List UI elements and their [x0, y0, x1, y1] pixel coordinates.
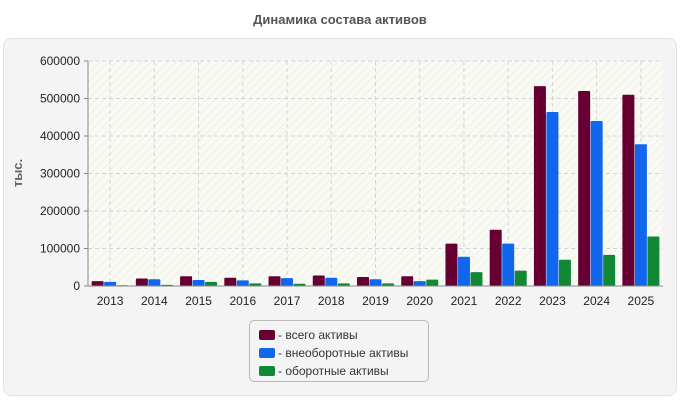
y-tick-label: 100000 [40, 242, 80, 256]
legend-swatch-total [259, 330, 275, 340]
x-tick-label: 2016 [229, 294, 256, 308]
x-tick-label: 2021 [451, 294, 478, 308]
bar-noncurrent [413, 281, 426, 286]
y-tick-labels: 0 100000 200000 300000 400000 500000 600000 [40, 54, 80, 293]
bar-total [312, 275, 325, 286]
bar-noncurrent [369, 279, 382, 286]
bar-current [337, 283, 350, 286]
x-tick-label: 2019 [362, 294, 389, 308]
x-tick-label: 2015 [185, 294, 212, 308]
bar-total [91, 281, 104, 286]
bar-total [135, 278, 148, 286]
bar-noncurrent [148, 279, 161, 286]
bar-noncurrent [546, 112, 559, 286]
legend-swatch-current [259, 366, 275, 376]
bar-current [514, 270, 527, 286]
bar-noncurrent [192, 280, 205, 286]
legend-label-noncurrent: - внеоборотные активы [278, 346, 409, 360]
bar-total [401, 276, 414, 286]
bar-noncurrent [104, 281, 117, 286]
legend-label-current: - оборотные активы [278, 364, 389, 378]
y-tick-label: 500000 [40, 92, 80, 106]
bar-noncurrent [325, 277, 338, 286]
grid-lines [84, 60, 663, 287]
bar-total [445, 243, 458, 286]
bar-current [249, 283, 262, 286]
bar-noncurrent [236, 280, 249, 286]
bar-current [382, 283, 394, 286]
y-axis-label: тыс. [10, 159, 25, 187]
bar-current [647, 236, 660, 286]
bar-total [622, 94, 635, 286]
bar-total [533, 86, 546, 286]
bar-current [293, 283, 306, 286]
bar-current [603, 254, 616, 286]
legend-item-noncurrent: - внеоборотные активы [259, 344, 428, 362]
bar-noncurrent [457, 256, 470, 286]
x-tick-label: 2014 [141, 294, 168, 308]
bar-total [268, 276, 281, 286]
y-tick-label: 400000 [40, 129, 80, 143]
chart-title: Динамика состава активов [253, 12, 427, 27]
x-tick-label: 2022 [495, 294, 522, 308]
y-tick-label: 600000 [40, 54, 80, 68]
x-tick-label: 2023 [539, 294, 566, 308]
bar-noncurrent [502, 243, 515, 286]
bar-current [470, 272, 483, 286]
legend-swatch-noncurrent [259, 348, 275, 358]
legend: - всего активы - внеоборотные активы - о… [249, 320, 429, 382]
y-tick-label: 300000 [40, 167, 80, 181]
bar-noncurrent [634, 144, 647, 286]
x-tick-label: 2025 [628, 294, 655, 308]
bar-noncurrent [590, 121, 603, 286]
y-tick-label: 200000 [40, 204, 80, 218]
bars-group [91, 86, 660, 286]
bar-noncurrent [281, 278, 294, 286]
y-tick-label: 0 [73, 279, 80, 293]
x-tick-label: 2017 [274, 294, 301, 308]
x-tick-label: 2018 [318, 294, 345, 308]
x-tick-label: 2020 [406, 294, 433, 308]
legend-label-total: - всего активы [278, 328, 358, 342]
bar-total [224, 277, 237, 286]
bar-current [426, 279, 439, 286]
bar-total [578, 91, 591, 286]
x-tick-label: 2013 [97, 294, 124, 308]
bar-current [558, 259, 571, 286]
x-tick-labels: 2013 2014 2015 2016 2017 2018 2019 2020 2021 2022… [97, 294, 655, 308]
x-tick-label: 2024 [583, 294, 610, 308]
legend-item-total: - всего активы [259, 326, 428, 344]
bar-total [180, 276, 193, 286]
legend-item-current: - оборотные активы [259, 362, 428, 380]
bar-total [489, 229, 502, 286]
bar-current [205, 281, 218, 286]
bar-total [357, 277, 369, 286]
